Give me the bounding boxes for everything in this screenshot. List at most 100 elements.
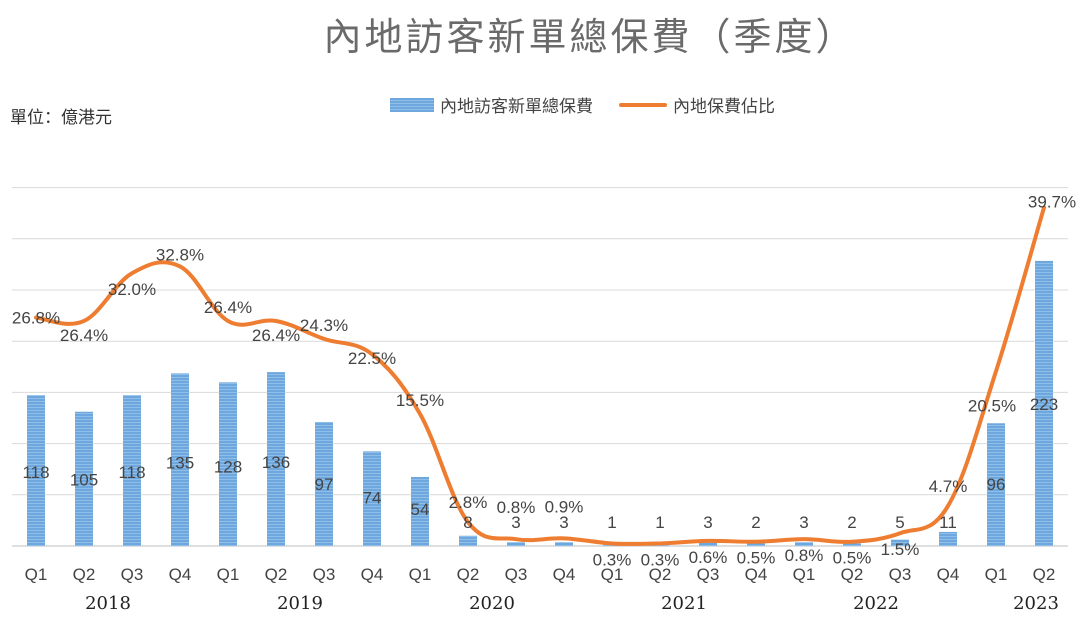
x-tick-label: Q4	[361, 565, 384, 584]
line-value-label: 26.4%	[204, 298, 252, 317]
bar-value-label: 8	[463, 513, 472, 532]
bar-value-label: 3	[511, 513, 520, 532]
line-value-label: 0.6%	[689, 548, 728, 567]
year-label: 2022	[853, 593, 899, 614]
x-tick-label: Q1	[985, 565, 1008, 584]
bar	[267, 372, 285, 546]
x-tick-label: Q1	[409, 565, 432, 584]
x-tick-label: Q3	[889, 565, 912, 584]
line-value-label: 24.3%	[300, 316, 348, 335]
bar-value-label: 96	[987, 475, 1006, 494]
bar	[555, 542, 573, 546]
bar-value-label: 223	[1030, 395, 1058, 414]
bar-value-label: 3	[703, 513, 712, 532]
bar-value-label: 118	[118, 463, 145, 482]
line-value-label: 2.8%	[449, 493, 488, 512]
x-tick-label: Q3	[313, 565, 336, 584]
bar	[315, 421, 333, 546]
legend-item-share: 內地保費佔比	[619, 92, 775, 117]
x-tick-label: Q2	[457, 565, 480, 584]
x-tick-label: Q4	[169, 565, 192, 584]
x-tick-label: Q1	[601, 565, 624, 584]
year-label: 2023	[1013, 593, 1059, 614]
bar-value-label: 54	[411, 500, 430, 519]
bar	[171, 373, 189, 546]
share-line	[34, 205, 1046, 546]
bar	[459, 535, 477, 546]
bar	[363, 451, 381, 546]
legend-bar-label: 內地訪客新單總保費	[440, 97, 593, 117]
x-tick-label: Q3	[697, 565, 720, 584]
bar	[795, 542, 813, 546]
bar	[27, 395, 45, 546]
legend-line-swatch	[619, 102, 667, 107]
bar-value-label: 105	[70, 471, 98, 490]
legend-bar-swatch	[390, 97, 434, 112]
bar-value-label: 11	[939, 513, 957, 532]
x-tick-label: Q1	[25, 565, 48, 584]
bar-value-label: 5	[895, 513, 904, 532]
year-label: 2019	[277, 593, 323, 614]
line-value-label: 1.5%	[881, 540, 920, 559]
line-value-label: 4.7%	[929, 477, 968, 496]
line-value-label: 0.9%	[545, 497, 584, 516]
bar	[507, 542, 525, 546]
bar	[699, 542, 717, 546]
line-value-label: 0.8%	[497, 498, 536, 517]
bar-value-label: 1	[607, 513, 616, 532]
x-tick-label: Q4	[937, 565, 960, 584]
bar-value-label: 128	[214, 457, 242, 476]
x-tick-label: Q4	[745, 565, 768, 584]
year-label: 2020	[469, 593, 515, 614]
x-tick-label: Q3	[505, 565, 528, 584]
line-value-label: 20.5%	[968, 396, 1016, 415]
bar	[939, 531, 957, 546]
bar-value-label: 1	[655, 513, 664, 532]
x-tick-label: Q2	[841, 565, 864, 584]
bar-value-label: 135	[166, 453, 194, 472]
bar-value-label: 136	[262, 453, 290, 472]
line-value-label: 32.8%	[156, 245, 204, 264]
bar-value-label: 3	[799, 513, 808, 532]
line-value-label: 39.7%	[1028, 193, 1076, 212]
x-tick-label: Q2	[1033, 565, 1056, 584]
line-value-label: 0.5%	[833, 549, 872, 568]
line-value-label: 26.8%	[12, 309, 60, 328]
bar-value-label: 3	[559, 513, 568, 532]
x-tick-label: Q2	[73, 565, 96, 584]
bar	[843, 543, 861, 546]
x-tick-label: Q2	[649, 565, 672, 584]
bar-value-label: 118	[22, 463, 49, 482]
line-value-label: 32.0%	[108, 280, 156, 299]
line-value-label: 0.3%	[593, 550, 632, 569]
x-tick-label: Q1	[217, 565, 240, 584]
x-tick-label: Q1	[793, 565, 816, 584]
year-label: 2021	[661, 593, 707, 614]
x-tick-label: Q2	[265, 565, 288, 584]
line-value-label: 0.3%	[641, 550, 680, 569]
bar	[891, 539, 909, 546]
bar	[747, 543, 765, 546]
line-value-label: 0.5%	[737, 549, 776, 568]
bar	[411, 476, 429, 546]
line-value-label: 22.5%	[348, 349, 396, 368]
chart-title: 內地訪客新單總保費（季度）	[323, 15, 857, 59]
bar	[219, 382, 237, 546]
legend-item-premium: 內地訪客新單總保費	[390, 92, 593, 117]
x-tick-label: Q3	[121, 565, 144, 584]
bar	[1035, 260, 1053, 546]
line-value-label: 15.5%	[396, 391, 444, 410]
bar-value-label: 2	[847, 513, 856, 532]
year-label: 2018	[85, 593, 131, 614]
line-value-label: 0.8%	[785, 546, 824, 565]
bar	[987, 423, 1005, 546]
line-value-label: 26.4%	[60, 326, 108, 345]
line-value-label: 26.4%	[252, 326, 300, 345]
bar-value-label: 74	[363, 488, 382, 507]
bar-value-label: 2	[751, 513, 760, 532]
bar	[123, 395, 141, 546]
legend: 內地訪客新單總保費 內地保費佔比	[390, 92, 801, 117]
bar	[75, 411, 93, 546]
x-tick-label: Q4	[553, 565, 576, 584]
